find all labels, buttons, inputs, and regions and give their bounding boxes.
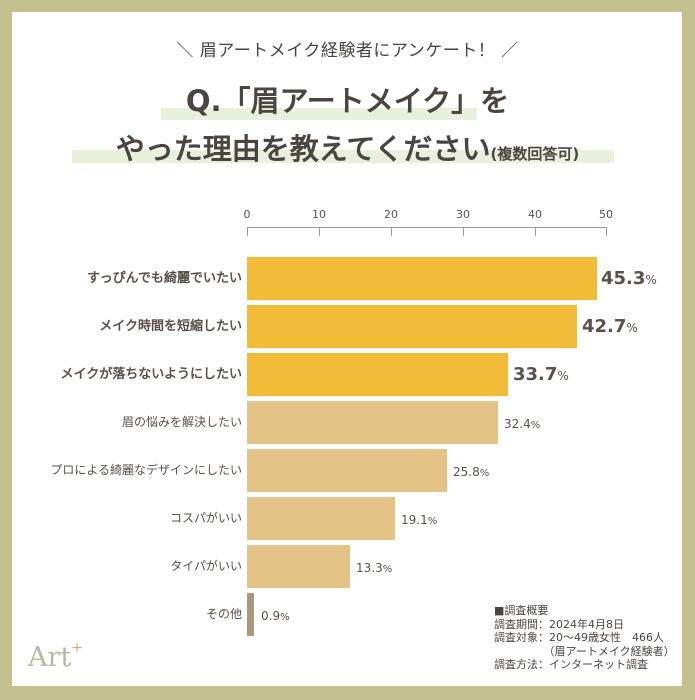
category-label: すっぴんでも綺麗でいたい	[87, 271, 242, 286]
value-label: 32.4%	[504, 401, 540, 444]
bar	[247, 545, 350, 588]
bar	[247, 593, 254, 636]
brand-logo: Art+	[28, 640, 83, 673]
x-tick-label: 50	[599, 208, 613, 221]
value-percent: %	[557, 369, 569, 383]
question-title-line-1: Q.「眉アートメイク」を	[185, 84, 510, 118]
value-label: 19.1%	[401, 497, 437, 540]
bar	[247, 449, 447, 492]
x-tick-label: 40	[528, 208, 542, 221]
overview-target: 調査対象：20〜49歳女性 466人	[494, 631, 664, 644]
bar-row: 眉の悩みを解決したい 32.4%	[0, 401, 695, 444]
bar-row: メイク時間を短縮したい 42.7%	[0, 305, 695, 348]
x-tick	[247, 227, 248, 236]
category-label: メイクが落ちないようにしたい	[60, 367, 242, 382]
x-axis: 0 10 20 30 40 50	[243, 208, 613, 238]
value-percent: %	[427, 516, 438, 527]
value-percent: %	[280, 612, 290, 623]
x-tick	[319, 227, 320, 236]
value-label: 45.3%	[601, 257, 657, 300]
category-label: プロによる綺麗なデザインにしたい	[50, 463, 242, 477]
title-highlight-1	[161, 108, 477, 120]
x-tick	[463, 227, 464, 236]
value-number: 33.7	[513, 364, 558, 385]
bar	[247, 497, 395, 540]
bar-row: その他 0.9%	[0, 593, 695, 636]
bar	[247, 257, 597, 300]
value-number: 13.3	[356, 561, 383, 575]
plus-icon: +	[71, 640, 83, 656]
bar-row: コスパがいい 19.1%	[0, 497, 695, 540]
overview-heading: ■調査概要	[494, 604, 549, 617]
bar-row: メイクが落ちないようにしたい 33.7%	[0, 353, 695, 396]
logo-text: Art	[28, 642, 72, 673]
x-tick-label: 0	[243, 208, 251, 221]
category-label: 眉の悩みを解決したい	[121, 415, 242, 429]
bar-row: タイパがいい 13.3%	[0, 545, 695, 588]
value-percent: %	[530, 420, 541, 431]
bar-row: プロによる綺麗なデザインにしたい 25.8%	[0, 449, 695, 492]
value-number: 42.7	[582, 316, 627, 337]
bar	[247, 353, 508, 396]
value-label: 42.7%	[582, 305, 638, 348]
survey-overview: ■調査概要 調査期間：2024年4月8日 調査対象：20〜49歳女性 466人 （眉…	[494, 604, 675, 672]
overview-target-note: （眉アートメイク経験者）	[494, 644, 675, 658]
overview-method: 調査方法：インターネット調査	[494, 658, 648, 671]
x-tick-label: 30	[456, 208, 470, 221]
question-title-text: やった理由を教えてください	[115, 132, 491, 166]
value-number: 32.4	[504, 417, 531, 431]
x-tick-label: 10	[312, 208, 326, 221]
x-tick-label: 20	[384, 208, 398, 221]
x-tick	[391, 227, 392, 236]
category-label: タイパがいい	[170, 559, 242, 573]
value-number: 45.3	[601, 268, 646, 289]
value-percent: %	[626, 321, 638, 335]
bar-row: すっぴんでも綺麗でいたい 45.3%	[0, 257, 695, 300]
bar	[247, 401, 498, 444]
value-number: 25.8	[453, 465, 480, 479]
overview-period: 調査期間：2024年4月8日	[494, 617, 624, 631]
value-number: 0.9	[261, 609, 281, 623]
x-axis-line	[247, 227, 607, 228]
x-tick	[606, 227, 607, 236]
question-title-line-2: やった理由を教えてください(複数回答可)	[0, 126, 695, 168]
multiple-answer-note: (複数回答可)	[490, 145, 580, 163]
value-percent: %	[382, 564, 393, 575]
value-number: 19.1	[401, 513, 428, 527]
category-label: コスパがいい	[169, 511, 242, 525]
survey-subtitle: ＼ 眉アートメイク経験者にアンケート！ ／	[176, 41, 519, 61]
category-label: その他	[205, 607, 242, 621]
value-label: 25.8%	[453, 449, 489, 492]
value-percent: %	[479, 468, 490, 479]
title-highlight-2	[72, 150, 614, 163]
value-label: 0.9%	[261, 593, 290, 636]
category-label: メイク時間を短縮したい	[99, 319, 242, 334]
x-tick	[535, 227, 536, 236]
value-percent: %	[645, 273, 657, 287]
value-label: 33.7%	[513, 353, 569, 396]
bar	[247, 305, 577, 348]
value-label: 13.3%	[356, 545, 392, 588]
